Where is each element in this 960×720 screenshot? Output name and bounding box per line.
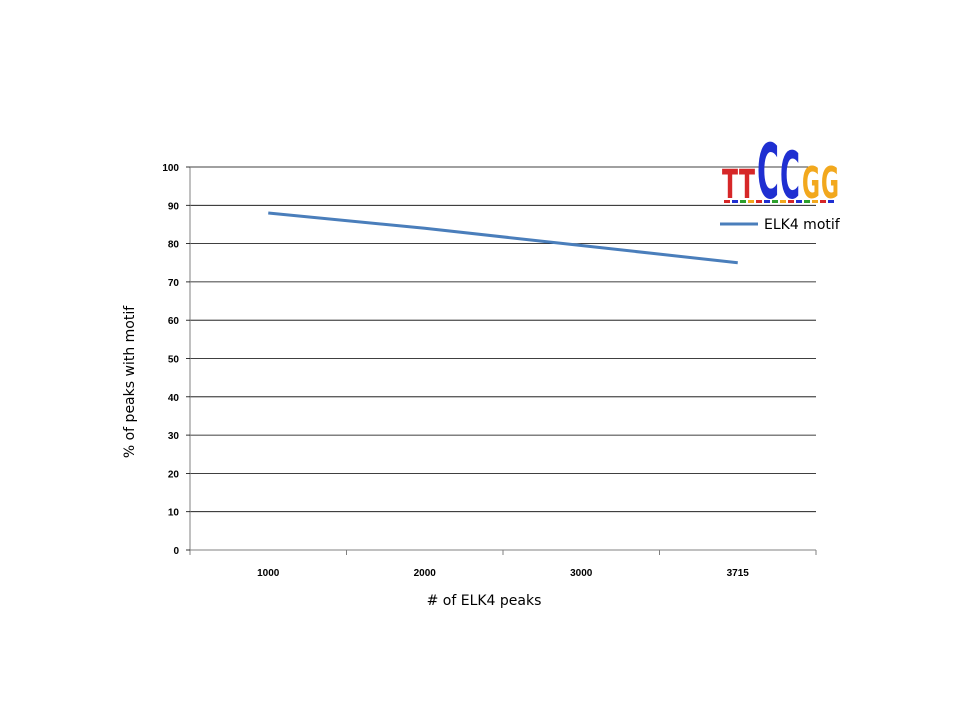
logo-minor-residue bbox=[732, 200, 738, 203]
logo-minor-residue bbox=[828, 200, 834, 203]
logo-minor-residue bbox=[820, 200, 826, 203]
logo-letter: T bbox=[739, 160, 755, 208]
logo-minor-residue bbox=[724, 200, 730, 203]
y-tick-labels: 0 10 20 30 40 50 60 70 80 90 100 bbox=[162, 163, 190, 557]
legend-label: ELK4 motif bbox=[764, 217, 841, 233]
x-axis-title: # of ELK4 peaks bbox=[427, 593, 542, 609]
y-tick-label: 10 bbox=[168, 508, 180, 519]
y-tick-label: 100 bbox=[162, 163, 179, 174]
logo-minor-residue bbox=[788, 200, 794, 203]
logo-minor-residue bbox=[772, 200, 778, 203]
logo-minor-residue bbox=[756, 200, 762, 203]
gridlines bbox=[190, 166, 816, 513]
y-tick-label: 50 bbox=[168, 355, 180, 366]
y-tick-label: 30 bbox=[168, 431, 180, 442]
logo-letter: C bbox=[780, 139, 800, 214]
logo-minor-residue bbox=[796, 200, 802, 203]
logo-minor-residue bbox=[804, 200, 810, 203]
logo-letter: G bbox=[802, 159, 820, 209]
logo-letter: T bbox=[722, 160, 738, 208]
y-tick-label: 0 bbox=[173, 546, 179, 557]
logo-minor-residue bbox=[764, 200, 770, 203]
y-tick-label: 90 bbox=[168, 201, 180, 212]
x-tick-label: 3000 bbox=[570, 568, 593, 579]
logo-letter: C bbox=[757, 128, 779, 216]
y-tick-label: 40 bbox=[168, 393, 180, 404]
y-tick-label: 80 bbox=[168, 240, 180, 251]
x-tick-label: 3715 bbox=[727, 568, 750, 579]
logo-minor-residue bbox=[812, 200, 818, 203]
logo-minor-residue bbox=[748, 200, 754, 203]
x-tick-label: 1000 bbox=[257, 568, 280, 579]
x-tick-label: 2000 bbox=[414, 568, 437, 579]
y-tick-label: 70 bbox=[168, 278, 180, 289]
logo-minor-residue bbox=[740, 200, 746, 203]
logo-minor-residue bbox=[780, 200, 786, 203]
logo-letter: G bbox=[821, 159, 839, 209]
series-lines bbox=[268, 211, 738, 265]
series-line bbox=[268, 211, 738, 265]
y-tick-label: 20 bbox=[168, 469, 180, 480]
y-axis-title: % of peaks with motif bbox=[122, 305, 138, 458]
x-tick-labels: 1000 2000 3000 3715 bbox=[257, 568, 749, 579]
y-tick-label: 60 bbox=[168, 316, 180, 327]
